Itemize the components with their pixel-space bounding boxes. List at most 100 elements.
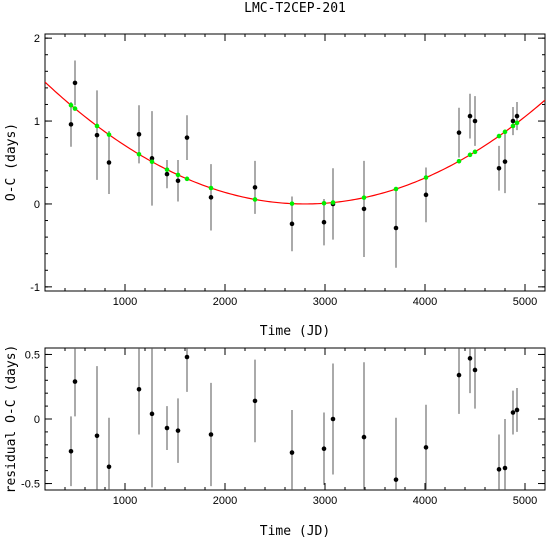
top-data-point [208, 195, 214, 200]
bot-x-tick-label: 1000 [113, 495, 137, 507]
top-panel: 1000 2000 3000 4000 5000 -1 0 1 2 Time (JD) O-C… [4, 33, 546, 339]
top-data-point [252, 185, 258, 190]
bot-data-point [208, 432, 214, 437]
bot-data-point [149, 411, 155, 417]
model-point [510, 123, 516, 129]
top-x-tick-label: 3000 [313, 296, 337, 308]
bottom-y-ticks: -0.5 0 0.5 [21, 349, 545, 491]
model-point [321, 201, 327, 206]
bot-data-point [472, 367, 478, 373]
bot-y-tick-label: -0.5 [21, 479, 40, 491]
top-data-point [175, 178, 181, 184]
bot-data-point [136, 387, 142, 392]
model-point [467, 152, 473, 158]
bottom-x-ticks: 1000 2000 3000 4000 5000 [44, 348, 546, 507]
bot-data-point [361, 434, 367, 440]
bottom-y-axis-label: residual O-C (days) [4, 345, 19, 494]
top-data-point [393, 225, 399, 231]
top-data-point [496, 166, 502, 171]
model-point [289, 201, 295, 206]
bot-data-point [456, 372, 462, 378]
bottom-x-axis-label: Time (JD) [260, 524, 330, 539]
top-y-tick-label: 0 [34, 199, 40, 211]
model-point [472, 149, 478, 155]
bot-data-point [393, 477, 399, 482]
top-y-tick-label: 2 [34, 33, 40, 45]
bot-data-point [496, 467, 502, 472]
top-data-point [456, 130, 462, 135]
top-y-tick-label: 1 [34, 116, 40, 128]
model-point [175, 172, 181, 178]
bot-data-point [184, 354, 190, 360]
bot-data-point [164, 425, 170, 431]
model-point [393, 186, 399, 192]
top-data-point [68, 122, 74, 127]
bot-x-tick-label: 4000 [413, 495, 437, 507]
bot-data-point [514, 407, 520, 413]
model-point [208, 185, 214, 191]
bot-data-point [510, 410, 516, 415]
top-error-bars [70, 60, 518, 268]
model-point [184, 176, 190, 182]
top-data-point [72, 80, 78, 86]
top-data-point [502, 159, 508, 164]
bot-y-tick-label: 0 [34, 414, 40, 426]
bot-data-point [502, 465, 508, 471]
top-data-points [68, 80, 520, 231]
bot-data-point [252, 398, 258, 404]
top-data-point [106, 160, 112, 165]
top-x-tick-label: 4000 [413, 296, 437, 308]
top-x-tick-label: 2000 [213, 296, 237, 308]
bot-x-tick-label: 3000 [313, 495, 337, 507]
top-data-point [467, 113, 473, 119]
bot-y-tick-label: 0.5 [25, 349, 40, 361]
chart-title: LMC-T2CEP-201 [244, 1, 346, 16]
bot-data-point [321, 446, 327, 451]
top-data-point [321, 219, 327, 225]
model-point [106, 132, 112, 137]
model-point [496, 133, 502, 139]
top-data-point [136, 132, 142, 137]
top-data-point [472, 118, 478, 124]
top-y-tick-label: -1 [30, 282, 40, 294]
bot-data-point [175, 428, 181, 433]
top-data-point [514, 113, 520, 119]
top-x-tick-label: 5000 [513, 296, 537, 308]
fit-curve-line [45, 81, 545, 205]
bot-data-point [330, 416, 336, 422]
model-point [94, 123, 100, 129]
bottom-panel: 1000 2000 3000 4000 5000 -0.500.5 Time (JD) … [4, 345, 546, 539]
bot-x-tick-label: 5000 [513, 495, 537, 507]
model-point [502, 129, 508, 135]
model-point [514, 120, 520, 126]
bottom-error-bars [70, 348, 518, 490]
bot-data-point [467, 356, 473, 361]
bot-x-tick-label: 2000 [213, 495, 237, 507]
top-data-point [94, 132, 100, 138]
bot-data-point [423, 445, 429, 450]
top-x-ticks: 1000 2000 3000 4000 5000 [44, 34, 546, 308]
bot-data-point [106, 464, 112, 470]
top-data-point [361, 206, 367, 212]
top-x-axis-label: Time (JD) [260, 324, 330, 339]
top-y-ticks: -1 0 1 2 [30, 33, 545, 294]
model-point [423, 175, 429, 180]
top-data-point [149, 156, 155, 161]
bot-data-point [94, 433, 100, 439]
top-data-point [289, 221, 295, 227]
bot-data-point [289, 450, 295, 455]
model-point [164, 167, 170, 172]
model-point [136, 151, 142, 157]
model-point [361, 195, 367, 200]
top-data-point [423, 192, 429, 198]
model-point [68, 102, 74, 108]
fit-curve [45, 81, 545, 205]
top-plot-frame [44, 33, 546, 292]
top-data-point [184, 135, 190, 140]
model-point [330, 200, 336, 205]
model-point [252, 197, 258, 202]
model-points [68, 102, 520, 206]
top-x-tick-label: 1000 [113, 296, 137, 308]
model-point [72, 106, 78, 111]
